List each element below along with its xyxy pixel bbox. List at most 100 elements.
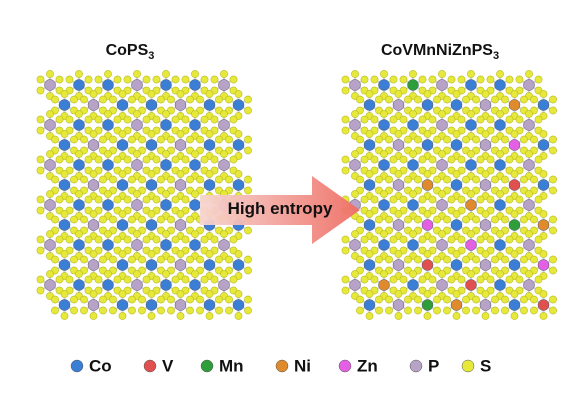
atom	[186, 175, 194, 184]
atom	[505, 195, 514, 204]
atom	[123, 235, 132, 244]
atom	[392, 179, 405, 191]
atom	[157, 295, 165, 304]
atom	[133, 70, 141, 78]
atom	[428, 115, 437, 124]
atom	[234, 90, 243, 98]
atom	[104, 110, 112, 118]
atom	[244, 95, 252, 104]
atom	[116, 139, 129, 151]
atom	[423, 90, 432, 98]
atom	[356, 95, 364, 104]
atom	[494, 239, 506, 251]
atom	[196, 175, 204, 184]
legend-swatch	[143, 359, 157, 373]
atom	[549, 306, 557, 315]
atom	[152, 235, 161, 244]
atom	[102, 239, 114, 251]
atom	[457, 155, 466, 164]
atom	[486, 155, 495, 164]
atom	[349, 239, 361, 251]
atom	[99, 215, 107, 224]
atom	[133, 230, 141, 238]
atom	[75, 150, 83, 158]
atom	[505, 235, 514, 244]
atom	[70, 135, 78, 144]
atom	[421, 299, 434, 311]
atom	[87, 219, 100, 231]
atom	[457, 235, 466, 244]
atom	[142, 75, 151, 84]
atom	[380, 150, 388, 158]
atom	[167, 255, 175, 264]
atom	[447, 75, 456, 84]
atom	[380, 190, 388, 198]
atom	[94, 235, 103, 244]
atom	[447, 275, 456, 284]
atom	[501, 295, 509, 304]
atom	[73, 79, 85, 91]
atom	[349, 79, 361, 91]
atom	[443, 215, 451, 224]
atom	[360, 155, 369, 164]
atom	[472, 135, 480, 144]
atom	[508, 179, 521, 191]
atom	[462, 215, 470, 224]
atom	[176, 290, 185, 298]
atom	[70, 255, 78, 264]
atom	[452, 312, 461, 320]
atom	[210, 275, 219, 284]
atom	[486, 115, 495, 124]
legend-swatch	[461, 359, 475, 373]
atom	[203, 259, 216, 271]
atom	[375, 175, 383, 184]
atom	[203, 139, 216, 151]
atom	[467, 270, 475, 278]
atom	[167, 95, 175, 104]
atom	[196, 255, 204, 264]
atom	[145, 219, 158, 231]
atom	[472, 306, 480, 315]
atom	[133, 270, 141, 278]
atom	[438, 150, 446, 158]
atom	[378, 199, 390, 211]
atom	[525, 270, 533, 278]
legend-swatch	[409, 359, 423, 373]
atom	[462, 135, 470, 144]
atom	[479, 99, 492, 111]
atom	[215, 306, 223, 315]
atom	[118, 210, 127, 218]
atom	[438, 110, 446, 118]
atom	[51, 175, 59, 184]
atom	[244, 106, 252, 115]
atom	[462, 175, 470, 184]
atom	[530, 215, 538, 224]
atom	[409, 190, 417, 198]
atom	[549, 266, 557, 275]
atom	[145, 299, 158, 311]
atom	[220, 110, 228, 118]
atom	[378, 119, 390, 131]
atom	[73, 239, 85, 251]
atom	[510, 250, 519, 258]
atom	[80, 135, 88, 144]
atom	[472, 215, 480, 224]
atom	[549, 95, 557, 104]
atom	[99, 295, 107, 304]
atom	[394, 250, 403, 258]
atom	[55, 275, 64, 284]
atom	[94, 75, 103, 84]
atom	[191, 150, 199, 158]
atom	[351, 70, 359, 78]
atom	[75, 190, 83, 198]
atom	[196, 95, 204, 104]
atom	[58, 259, 71, 271]
atom	[351, 150, 359, 158]
atom	[450, 139, 463, 151]
atom	[131, 119, 143, 131]
atom	[349, 279, 361, 291]
atom	[481, 130, 490, 138]
atom	[51, 295, 59, 304]
atom	[152, 275, 161, 284]
atom	[539, 250, 548, 258]
